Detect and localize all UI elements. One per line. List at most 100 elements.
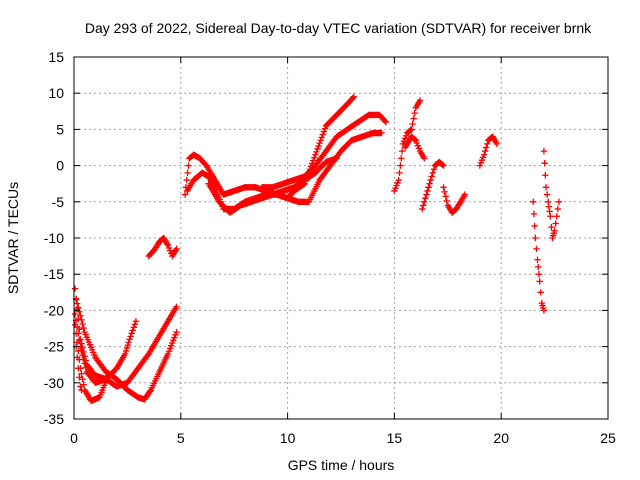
data-point bbox=[440, 184, 447, 191]
data-point bbox=[555, 198, 563, 205]
data-point bbox=[123, 344, 131, 352]
data-point bbox=[320, 128, 328, 135]
chart-title: Day 293 of 2022, Sidereal Day-to-day VTE… bbox=[85, 20, 592, 36]
data-point bbox=[531, 222, 538, 230]
data-point bbox=[429, 169, 437, 177]
data-point bbox=[316, 139, 323, 147]
data-point bbox=[548, 223, 555, 231]
data-point bbox=[554, 205, 562, 213]
data-point bbox=[545, 203, 553, 210]
data-point bbox=[411, 136, 418, 143]
data-point bbox=[398, 147, 406, 155]
data-point bbox=[80, 324, 87, 332]
data-point bbox=[74, 354, 81, 361]
y-tick-label: -10 bbox=[44, 230, 64, 246]
x-tick-label: 25 bbox=[600, 430, 616, 446]
data-point bbox=[74, 339, 81, 346]
data-point bbox=[535, 271, 543, 278]
data-point bbox=[71, 321, 79, 329]
data-point bbox=[184, 169, 191, 177]
data-point bbox=[493, 140, 501, 148]
data-layer bbox=[71, 93, 563, 405]
data-point bbox=[440, 162, 447, 169]
y-axis-title: SDTVAR / TECUs bbox=[5, 182, 21, 294]
data-point bbox=[146, 388, 154, 395]
data-point bbox=[122, 350, 129, 358]
data-point bbox=[547, 213, 554, 220]
data-point bbox=[79, 320, 86, 328]
series-arc2 bbox=[71, 310, 140, 386]
x-tick-label: 20 bbox=[493, 430, 509, 446]
data-point bbox=[313, 148, 320, 156]
data-point bbox=[77, 336, 84, 343]
data-point bbox=[416, 97, 424, 104]
data-point bbox=[317, 137, 324, 144]
data-point bbox=[480, 151, 488, 158]
data-point bbox=[540, 307, 548, 314]
data-point bbox=[422, 194, 429, 202]
data-point bbox=[312, 151, 319, 158]
data-point bbox=[172, 247, 179, 254]
x-tick-label: 5 bbox=[177, 430, 185, 446]
data-point bbox=[537, 289, 544, 296]
series-arc17 bbox=[540, 147, 563, 242]
data-point bbox=[427, 176, 434, 184]
data-point bbox=[425, 184, 432, 191]
data-point bbox=[540, 147, 548, 155]
data-point bbox=[409, 120, 416, 128]
data-point bbox=[421, 198, 428, 205]
data-point bbox=[532, 234, 539, 242]
data-point bbox=[77, 383, 84, 390]
data-point bbox=[181, 191, 189, 198]
data-point bbox=[79, 351, 86, 359]
data-point bbox=[536, 278, 543, 285]
x-tick-label: 0 bbox=[70, 430, 78, 446]
data-point bbox=[428, 173, 435, 180]
data-point bbox=[315, 142, 322, 150]
data-point bbox=[76, 374, 83, 381]
series-arc4 bbox=[72, 296, 180, 403]
data-point bbox=[185, 162, 192, 169]
series-arc12 bbox=[401, 133, 428, 162]
data-point bbox=[423, 191, 430, 198]
data-point bbox=[127, 333, 134, 340]
data-point bbox=[396, 169, 403, 177]
data-point bbox=[542, 172, 549, 179]
series-arc8 bbox=[184, 129, 385, 213]
data-point bbox=[421, 155, 428, 162]
data-point bbox=[542, 184, 550, 191]
data-point bbox=[318, 134, 325, 141]
series-arc15 bbox=[476, 133, 501, 169]
data-point bbox=[424, 187, 431, 195]
data-point bbox=[333, 155, 340, 162]
data-point bbox=[382, 118, 390, 126]
y-tick-label: -5 bbox=[52, 194, 65, 210]
data-point bbox=[456, 200, 463, 207]
data-point bbox=[75, 347, 82, 355]
data-point bbox=[398, 155, 405, 162]
series-arc10 bbox=[205, 155, 340, 216]
y-tick-label: -35 bbox=[44, 411, 64, 427]
data-point bbox=[122, 347, 130, 355]
data-point bbox=[321, 125, 329, 132]
data-point bbox=[76, 308, 83, 315]
data-point bbox=[483, 144, 490, 151]
data-point bbox=[314, 145, 321, 153]
data-point bbox=[130, 324, 138, 331]
data-point bbox=[430, 166, 438, 173]
data-point bbox=[144, 352, 151, 359]
grid-layer bbox=[74, 57, 608, 419]
data-point bbox=[397, 162, 404, 169]
x-axis-title: GPS time / hours bbox=[288, 457, 395, 473]
data-point bbox=[552, 220, 559, 227]
data-point bbox=[461, 191, 469, 198]
data-point bbox=[125, 339, 132, 346]
y-tick-label: -30 bbox=[44, 375, 64, 391]
x-tick-label: 15 bbox=[387, 430, 403, 446]
data-point bbox=[442, 193, 449, 200]
data-point bbox=[124, 341, 132, 349]
y-tick-label: -15 bbox=[44, 266, 64, 282]
data-point bbox=[310, 157, 317, 164]
